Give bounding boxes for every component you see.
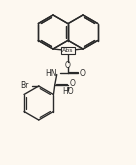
Text: Abs: Abs: [62, 48, 73, 53]
Text: Br: Br: [21, 82, 29, 90]
Text: O: O: [65, 61, 71, 69]
Text: O: O: [80, 68, 86, 78]
Text: HO: HO: [62, 87, 74, 97]
FancyBboxPatch shape: [61, 47, 75, 54]
Text: HN: HN: [45, 68, 57, 78]
Text: O: O: [69, 80, 75, 88]
